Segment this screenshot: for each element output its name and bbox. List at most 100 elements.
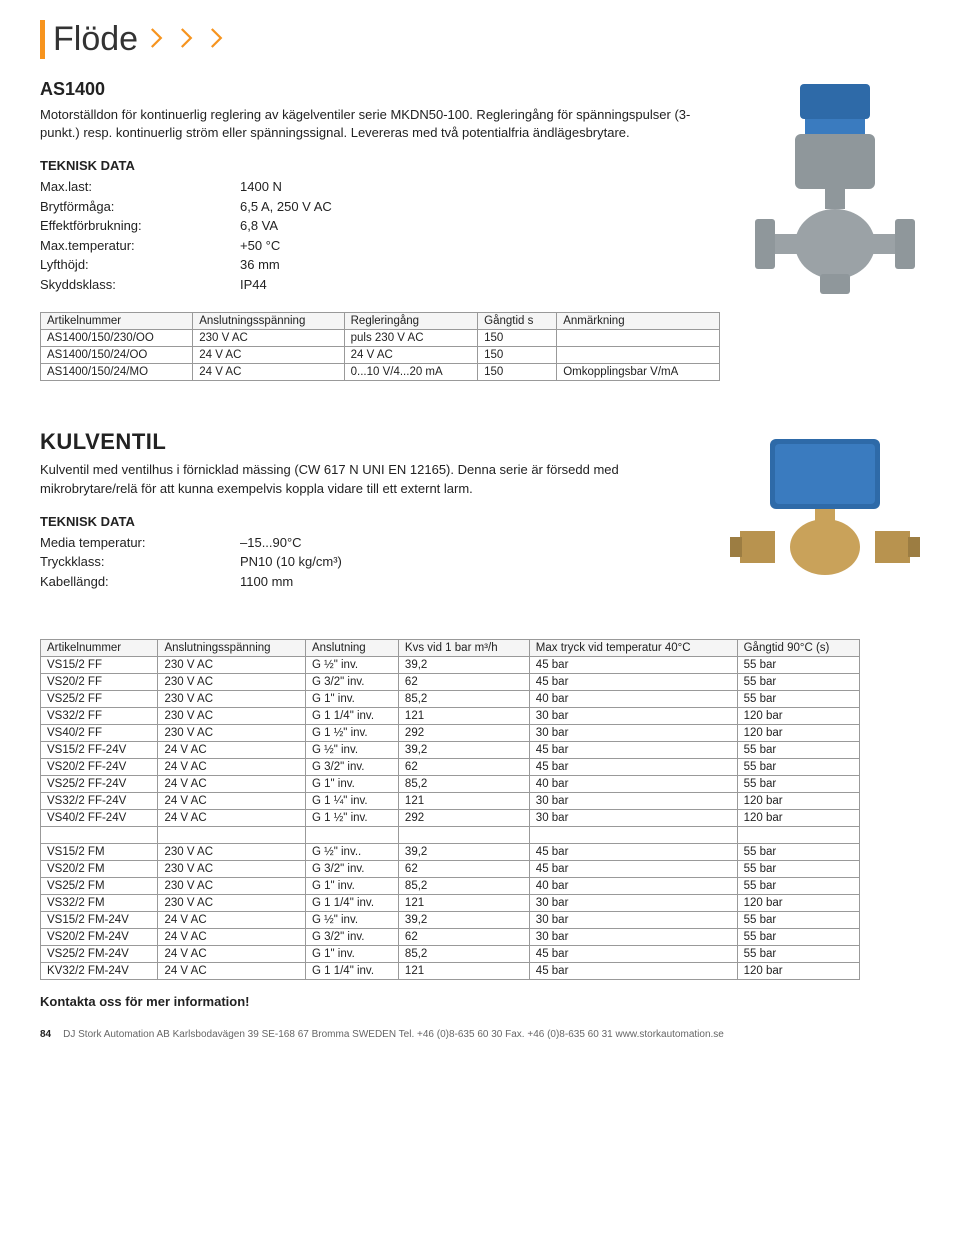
table-cell: 45 bar	[529, 674, 737, 691]
table-cell: 24 V AC	[193, 364, 344, 381]
table-cell: G 1 ¼" inv.	[305, 793, 398, 810]
table-row: AS1400/150/24/MO24 V AC0...10 V/4...20 m…	[41, 364, 720, 381]
table-cell: 230 V AC	[158, 691, 306, 708]
table-header: Regleringång	[344, 313, 478, 330]
table-row: VS40/2 FF230 V ACG 1 ½" inv.29230 bar120…	[41, 725, 860, 742]
table-header: Artikelnummer	[41, 640, 158, 657]
table-cell: 230 V AC	[158, 725, 306, 742]
table-cell: VS25/2 FM-24V	[41, 946, 158, 963]
table-cell: 120 bar	[737, 810, 859, 827]
table-cell: 39,2	[398, 657, 529, 674]
spec-val: 1100 mm	[240, 572, 293, 592]
table-cell: 55 bar	[737, 742, 859, 759]
table-cell: 24 V AC	[158, 929, 306, 946]
table-cell: 230 V AC	[158, 878, 306, 895]
table-row: VS15/2 FF230 V ACG ½" inv.39,245 bar55 b…	[41, 657, 860, 674]
table-header: Anslutning	[305, 640, 398, 657]
table-cell: 150	[478, 347, 557, 364]
table-cell: puls 230 V AC	[344, 330, 478, 347]
table-cell: 24 V AC	[158, 963, 306, 980]
table-cell: G ½" inv..	[305, 844, 398, 861]
product2-section: KULVENTIL Kulventil med ventilhus i förn…	[40, 429, 920, 609]
table-cell: 24 V AC	[158, 946, 306, 963]
table-cell: 85,2	[398, 878, 529, 895]
table-row: VS15/2 FF-24V24 V ACG ½" inv.39,245 bar5…	[41, 742, 860, 759]
table-row: VS25/2 FM230 V ACG 1" inv.85,240 bar55 b…	[41, 878, 860, 895]
table-cell: 55 bar	[737, 759, 859, 776]
table-cell: G 1 ½" inv.	[305, 725, 398, 742]
table-cell: VS25/2 FM	[41, 878, 158, 895]
table-cell	[557, 347, 720, 364]
table-cell: AS1400/150/230/OO	[41, 330, 193, 347]
table-cell	[557, 330, 720, 347]
table-header: Anslutningsspänning	[193, 313, 344, 330]
table-cell: G ½" inv.	[305, 912, 398, 929]
table-row: AS1400/150/24/OO24 V AC24 V AC150	[41, 347, 720, 364]
table-cell: 24 V AC	[158, 742, 306, 759]
table-cell: 55 bar	[737, 844, 859, 861]
table-cell: 24 V AC	[158, 793, 306, 810]
table-cell	[398, 827, 529, 844]
table-cell: KV32/2 FM-24V	[41, 963, 158, 980]
table-cell: 230 V AC	[158, 844, 306, 861]
table-cell: 230 V AC	[158, 708, 306, 725]
table-row: VS25/2 FF230 V ACG 1" inv.85,240 bar55 b…	[41, 691, 860, 708]
spec-key: Brytförmåga:	[40, 197, 240, 217]
product1-specs: Max.last:1400 NBrytförmåga:6,5 A, 250 V …	[40, 177, 720, 294]
table-cell: 120 bar	[737, 895, 859, 912]
footer-text: DJ Stork Automation AB Karlsbodavägen 39…	[63, 1029, 724, 1040]
table-cell: 0...10 V/4...20 mA	[344, 364, 478, 381]
table-cell: VS20/2 FM-24V	[41, 929, 158, 946]
product2-desc: Kulventil med ventilhus i förnicklad mäs…	[40, 461, 700, 497]
table-cell: 30 bar	[529, 725, 737, 742]
table-cell: 62	[398, 861, 529, 878]
table-cell: G 1" inv.	[305, 776, 398, 793]
table-cell: 55 bar	[737, 657, 859, 674]
table-cell: 121	[398, 708, 529, 725]
spec-key: Effektförbrukning:	[40, 216, 240, 236]
table-row: VS32/2 FF230 V ACG 1 1/4" inv.12130 bar1…	[41, 708, 860, 725]
table-cell: G 1 1/4" inv.	[305, 708, 398, 725]
table-cell: 230 V AC	[193, 330, 344, 347]
product2-table: ArtikelnummerAnslutningsspänningAnslutni…	[40, 639, 860, 980]
table-cell: 62	[398, 759, 529, 776]
table-cell: VS40/2 FF	[41, 725, 158, 742]
table-cell: G 1 1/4" inv.	[305, 895, 398, 912]
table-header: Artikelnummer	[41, 313, 193, 330]
table-cell: 30 bar	[529, 912, 737, 929]
spec-val: –15...90°C	[240, 533, 302, 553]
table-cell: 30 bar	[529, 708, 737, 725]
chevron-icon	[180, 26, 198, 53]
table-row: VS20/2 FM-24V24 V ACG 3/2" inv.6230 bar5…	[41, 929, 860, 946]
spec-key: Max.last:	[40, 177, 240, 197]
table-cell: G 1" inv.	[305, 946, 398, 963]
spec-val: +50 °C	[240, 236, 280, 256]
table-cell: G 1 ½" inv.	[305, 810, 398, 827]
table-header: Anslutningsspänning	[158, 640, 306, 657]
table-cell	[737, 827, 859, 844]
table-header: Kvs vid 1 bar m³/h	[398, 640, 529, 657]
table-cell: 24 V AC	[344, 347, 478, 364]
table-cell: 85,2	[398, 691, 529, 708]
table-cell: VS15/2 FM	[41, 844, 158, 861]
table-row: VS32/2 FF-24V24 V ACG 1 ¼" inv.12130 bar…	[41, 793, 860, 810]
product2-specs: Media temperatur:–15...90°CTryckklass:PN…	[40, 533, 700, 592]
table-cell: VS15/2 FF-24V	[41, 742, 158, 759]
spec-val: 6,8 VA	[240, 216, 278, 236]
table-row: VS32/2 FM230 V ACG 1 1/4" inv.12130 bar1…	[41, 895, 860, 912]
table-cell: 45 bar	[529, 742, 737, 759]
table-cell: 121	[398, 895, 529, 912]
table-cell: 62	[398, 929, 529, 946]
table-cell: 39,2	[398, 912, 529, 929]
product1-name: AS1400	[40, 79, 720, 100]
table-cell: VS32/2 FF-24V	[41, 793, 158, 810]
table-cell: 30 bar	[529, 810, 737, 827]
table-cell: VS20/2 FF-24V	[41, 759, 158, 776]
table-row: VS20/2 FF-24V24 V ACG 3/2" inv.6245 bar5…	[41, 759, 860, 776]
table-cell: 85,2	[398, 776, 529, 793]
table-cell: 292	[398, 725, 529, 742]
spec-val: 1400 N	[240, 177, 282, 197]
table-header: Gångtid 90°C (s)	[737, 640, 859, 657]
table-cell: AS1400/150/24/OO	[41, 347, 193, 364]
page-number: 84	[40, 1029, 51, 1040]
